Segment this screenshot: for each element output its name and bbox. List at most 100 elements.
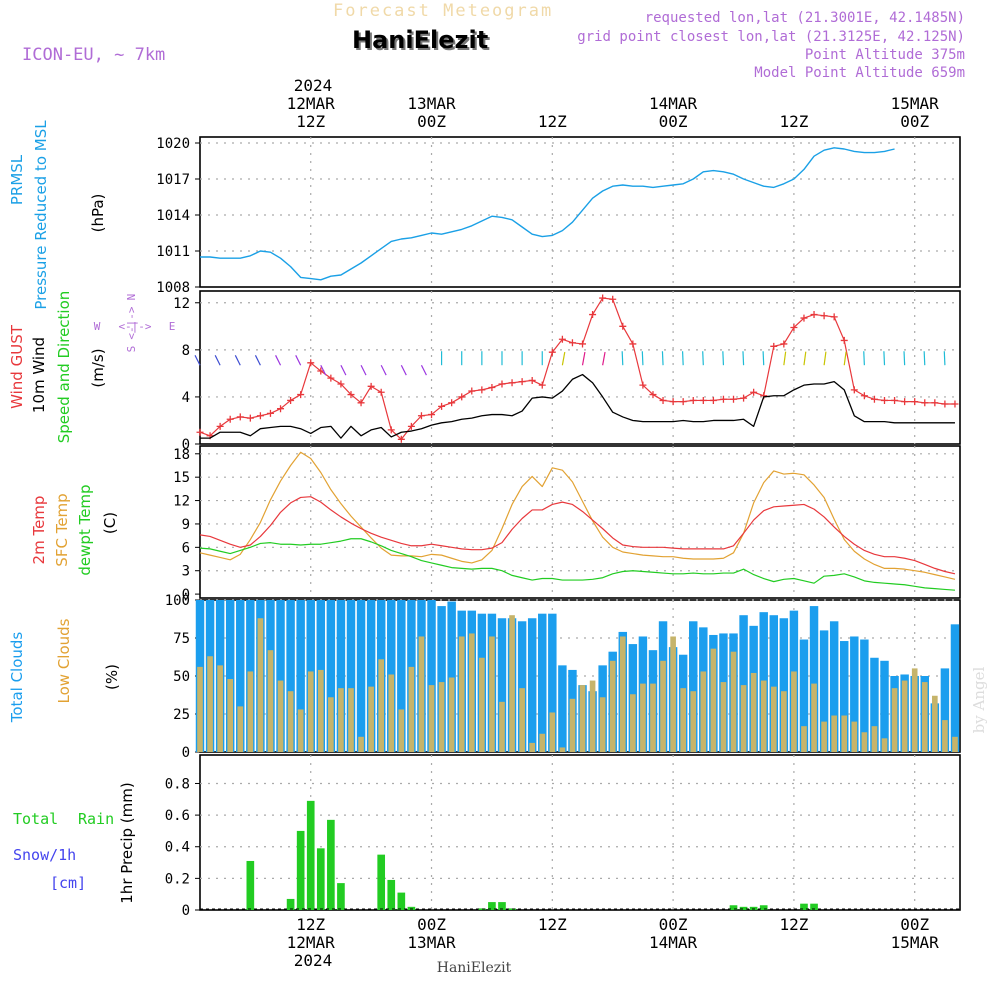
gust-marker [256,412,264,420]
low-cloud-bar [921,682,928,752]
temperature-panel: 0 3 6 9 12 15 18 [173,445,961,603]
precip-bar [327,819,335,910]
gust-marker [528,376,536,384]
compass-rose: N S W E <-|-> <-|-> [94,294,176,353]
gust-marker [367,382,375,390]
low-cloud-bar [317,669,324,752]
low-cloud-bar [730,651,737,752]
wind-direction-arrow [722,351,725,366]
wind-direction-arrow [561,351,566,366]
gust-marker [830,313,838,321]
compass-horizontal: <-|-> [118,320,151,333]
total-cloud-bar [336,600,346,752]
model-name: ICON-EU, ~ 7km [22,45,165,65]
total-cloud-bar [437,606,446,752]
low-cloud-bar [257,618,264,752]
gust-marker [860,392,868,400]
precip-bar [749,906,758,910]
low-cloud-bar [589,680,596,752]
precip-bar [316,848,325,910]
wind-direction-arrow [581,351,586,366]
gust-marker [337,380,345,388]
gust-marker [941,400,949,408]
wind-direction-arrow [320,364,327,376]
gust-marker [679,398,687,406]
gust-marker [709,396,717,404]
pressure-line [200,147,895,281]
gust-marker [881,396,889,404]
total-cloud-bar [397,600,406,752]
gust-marker [840,336,848,344]
total-cloud-bar [940,668,950,752]
gust-marker [689,396,697,404]
credit-watermark: by Angel [970,666,988,733]
wind-direction-arrow [360,364,367,376]
compass-east: E [169,320,176,333]
low-cloud-bar [197,666,203,752]
low-cloud-bar [781,691,787,752]
precip-ytick-label: 0.6 [165,808,190,824]
wind-direction-arrow [681,351,684,366]
pressure-ytick-label: 1014 [156,208,190,224]
location-title-shadow: HaniElezit [354,28,490,56]
temperature-ytick-label: 18 [173,447,190,463]
precip-bar [377,854,386,910]
bottom-hour-label: 12Z [779,915,808,934]
wind-direction-arrow [903,351,906,366]
pressure-ytick-label: 1008 [156,280,190,296]
low-cloud-bar [237,706,244,752]
gust-marker [951,400,959,408]
wind-direction-arrow [194,355,201,366]
gust-marker [599,294,607,302]
low-cloud-bar [650,683,656,752]
low-cloud-bar [348,688,354,752]
gust-marker [246,414,254,422]
dewpt-label: dewpt Temp [76,484,94,575]
low-cloud-bar [821,721,827,752]
precip-bar [729,905,738,910]
precip-bar [397,892,406,910]
wind-line [200,373,955,439]
total-cloud-bar [769,615,779,752]
precip-cm-label: [cm] [50,874,86,892]
top-date-label: 13MAR [407,94,456,113]
top-date-label: 12MAR [287,94,336,113]
precip-bar [478,908,486,910]
total-cloud-bar [517,621,527,752]
precip-ytick-label: 0.4 [165,840,190,856]
total-cloud-bar [799,639,809,752]
gust-marker [659,396,667,404]
gust-marker [438,402,446,410]
precip-snow-label: Snow/1h [13,846,76,864]
precip-bar [387,879,396,910]
cloud-unit: (%) [103,664,121,690]
low-cloud-bar [549,712,556,752]
total-cloud-bar [880,660,889,752]
total-cloud-bar [819,630,829,752]
top-date-label: 15MAR [891,94,940,113]
total-clouds-label: Total Clouds [8,632,26,724]
low-cloud-bar [428,685,435,752]
precip-frame [199,754,961,911]
wind-ytick-label: 12 [173,296,190,312]
gust-marker [669,398,677,406]
total-cloud-bar [538,613,547,752]
precip-bar [296,830,305,910]
model-altitude: Model Point Altitude 659m [754,65,965,81]
low-cloud-bar [509,615,515,752]
gust-marker [750,388,758,396]
bottom-hour-label: 12Z [538,915,567,934]
total-cloud-bar [860,639,869,752]
point-altitude: Point Altitude 375m [805,47,965,63]
low-cloud-bar [307,671,314,752]
gust-marker [377,388,385,396]
low-cloud-bar [932,695,938,752]
low-cloud-bar [891,688,898,752]
pressure-label-1: PRMSL [8,154,26,205]
gust-marker [921,399,929,407]
gust-marker [327,374,335,382]
top-hour-label: 12Z [538,112,567,131]
precip-bar [739,906,748,910]
gust-marker [216,422,224,430]
low-cloud-bar [640,683,646,752]
